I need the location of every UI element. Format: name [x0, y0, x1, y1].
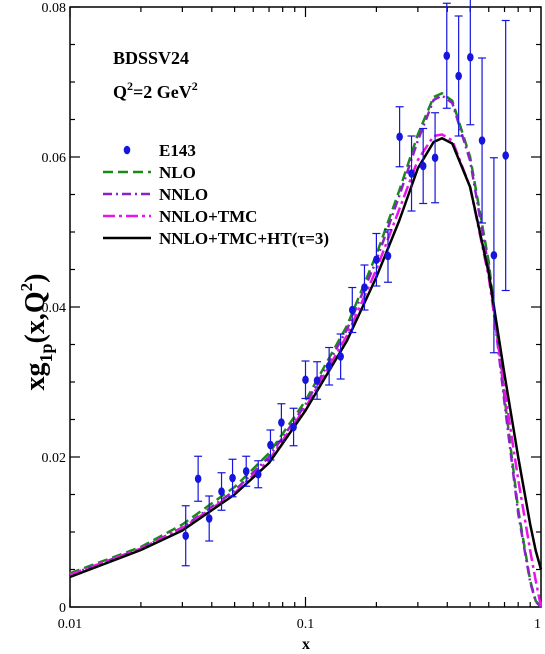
data-marker: [182, 531, 190, 541]
data-point: [478, 57, 487, 224]
data-point: [336, 333, 345, 380]
data-point: [289, 407, 298, 447]
data-marker: [384, 251, 392, 261]
data-marker: [408, 169, 415, 178]
data-marker: [278, 418, 285, 427]
data-marker: [478, 136, 486, 145]
data-marker: [490, 250, 498, 260]
legend-item-e143: E143: [123, 141, 196, 160]
data-point: [431, 112, 440, 204]
data-marker: [419, 161, 427, 171]
data-point: [454, 15, 463, 137]
data-marker: [313, 376, 321, 385]
data-marker: [361, 283, 368, 292]
x-tick-label: 0.1: [297, 617, 315, 632]
legend-item-3: NNLO+TMC+HT(τ=3): [103, 229, 329, 248]
y-axis-label: xg1p(x,Q2): [17, 274, 56, 391]
y-tick-label: 0: [59, 601, 66, 616]
data-point: [489, 157, 498, 354]
legend-item-2: NNLO+TMC: [103, 207, 257, 226]
data-point: [205, 495, 214, 542]
legend-label: NNLO+TMC+HT(τ=3): [159, 229, 329, 248]
data-marker: [467, 52, 474, 62]
data-point: [395, 106, 404, 168]
y-tick-label: 0.02: [42, 451, 67, 466]
y-tick-label: 0.08: [42, 1, 67, 16]
data-marker: [337, 352, 344, 361]
data-marker: [267, 440, 274, 450]
data-marker: [218, 487, 225, 496]
series-line-2: [69, 133, 543, 608]
series-layer: [69, 92, 543, 608]
data-point: [360, 264, 369, 311]
data-point: [254, 460, 263, 489]
data-marker: [242, 466, 250, 476]
data-marker: [348, 305, 356, 315]
legend-label: NLO: [159, 163, 196, 182]
data-marker: [302, 375, 309, 385]
legend: E143 NLO NNLO NNLO+TMC NNLO+TMC+HT(τ=3): [103, 141, 329, 248]
data-marker: [396, 132, 403, 142]
q2-annotation: Q2=2 GeV2: [113, 79, 198, 102]
data-points-layer: [181, 0, 510, 567]
series-line-0: [69, 92, 542, 608]
data-point: [313, 361, 322, 400]
data-marker: [431, 153, 439, 163]
data-point: [442, 2, 451, 109]
axes: 0 0.02 0.04 0.06 0.08 0.01 0.1 1: [42, 1, 541, 632]
data-point: [194, 455, 203, 502]
data-point: [383, 229, 392, 283]
data-point: [325, 346, 334, 386]
x-tick-label: 1: [534, 617, 541, 632]
legend-item-1: NNLO: [103, 185, 208, 204]
y-tick-label: 0.04: [42, 301, 67, 316]
data-point: [228, 458, 237, 498]
data-marker: [290, 422, 297, 432]
legend-marker: [123, 145, 131, 155]
data-point: [242, 455, 251, 487]
data-marker: [373, 255, 380, 265]
legend-item-0: NLO: [103, 163, 196, 182]
data-marker: [205, 514, 213, 523]
data-marker: [443, 51, 451, 61]
data-marker: [455, 71, 462, 81]
data-marker: [229, 473, 236, 483]
series-line-3: [69, 137, 543, 579]
data-marker: [194, 474, 202, 484]
data-point: [466, 0, 475, 126]
data-marker: [254, 469, 262, 479]
data-point: [419, 127, 428, 205]
legend-label: NNLO: [159, 185, 208, 204]
x-tick-label: 0.01: [58, 617, 83, 632]
legend-label: NNLO+TMC: [159, 207, 257, 226]
data-point: [181, 505, 190, 567]
model-annotation: BDSSV24: [113, 48, 189, 68]
data-marker: [502, 151, 509, 160]
data-point: [217, 472, 226, 511]
legend-label: E143: [159, 141, 196, 160]
x-axis-label: x: [302, 636, 310, 653]
y-tick-label: 0.06: [42, 151, 67, 166]
data-point: [407, 135, 416, 212]
series-line-1: [69, 94, 542, 608]
data-point: [277, 403, 286, 442]
data-point: [266, 429, 275, 461]
data-point: [348, 286, 357, 334]
data-point: [501, 19, 510, 292]
data-point: [372, 232, 381, 287]
data-marker: [325, 361, 333, 371]
data-point: [301, 360, 310, 400]
